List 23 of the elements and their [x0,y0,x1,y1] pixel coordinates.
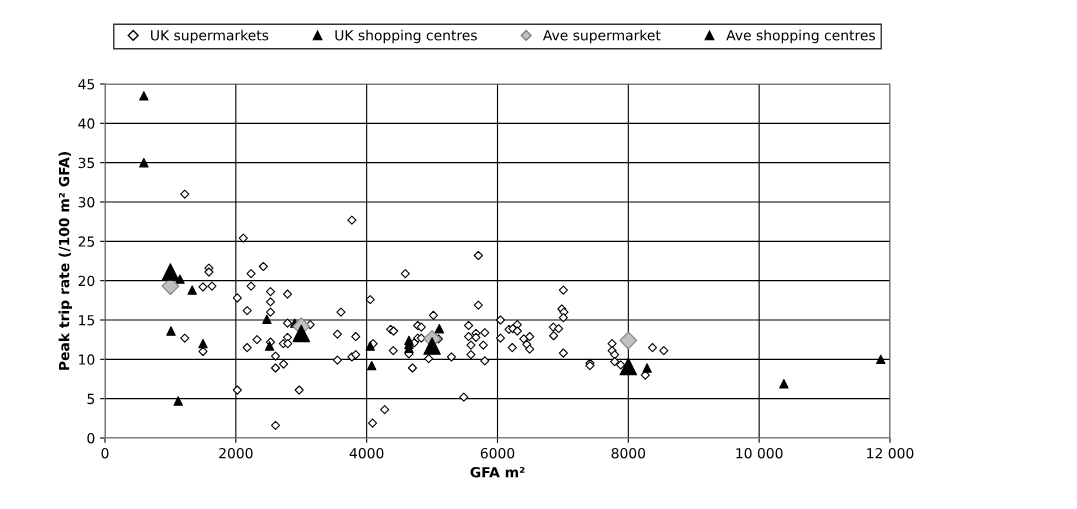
x-tick-label: 4000 [349,447,384,459]
y-tick-label: 10 [79,354,95,365]
y-tick-label: 45 [78,79,95,90]
x-axis-title: GFA m² [470,466,525,478]
y-tick-label: 25 [78,236,95,247]
x-tick-label: 0 [101,447,109,459]
x-tick-label: 8000 [611,447,646,459]
y-tick-label: 20 [78,275,95,287]
y-tick-label: 40 [78,118,95,129]
y-tick-label: 30 [78,196,95,208]
legend-label: UK supermarkets [151,29,269,44]
legend-label: UK shopping centres [335,29,477,44]
legend-label: Ave supermarket [542,29,661,44]
y-tick-label: 0 [87,432,95,444]
x-tick-label: 2000 [219,447,253,459]
y-axis-title: Peak trip rate (/100 m² GFA) [58,152,73,370]
x-tick-label: 6000 [480,447,515,459]
legend-label: Ave shopping centres [726,29,875,44]
y-tick-label: 35 [78,157,95,169]
x-tick-label: 10 000 [736,447,783,459]
y-tick-label: 15 [79,315,95,326]
x-tick-label: 12 000 [867,447,914,459]
y-tick-label: 5 [87,393,95,405]
